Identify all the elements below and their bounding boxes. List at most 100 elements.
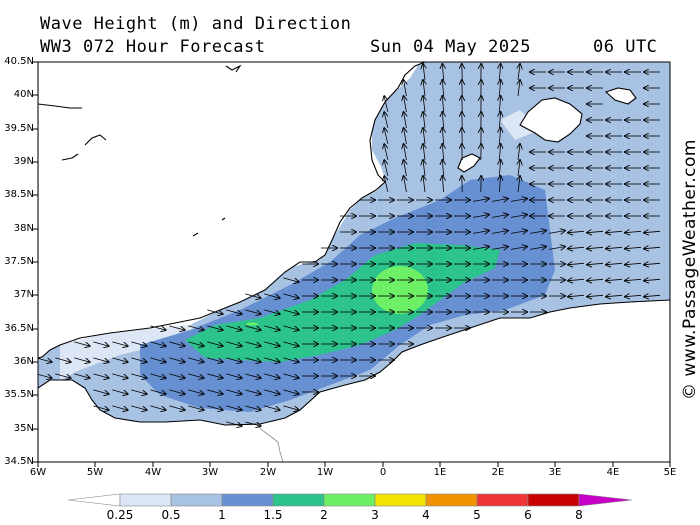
- direction-arrow: [473, 247, 489, 250]
- direction-arrow: [150, 373, 165, 378]
- border-line: [255, 423, 284, 462]
- lon-label: 4E: [606, 467, 620, 478]
- direction-arrow: [499, 80, 500, 97]
- direction-arrow: [549, 247, 565, 250]
- direction-arrow: [442, 128, 443, 145]
- direction-arrow: [245, 309, 260, 314]
- direction-arrow: [245, 293, 260, 298]
- direction-arrow: [226, 325, 241, 330]
- africa-land: [38, 299, 670, 462]
- direction-arrow: [606, 263, 623, 264]
- direction-arrow: [606, 247, 623, 248]
- direction-arrow: [511, 247, 527, 250]
- direction-arrow: [404, 160, 407, 176]
- direction-arrow: [518, 160, 520, 176]
- direction-arrow: [169, 357, 184, 362]
- sea-band-1-5: [185, 243, 500, 362]
- direction-arrow: [384, 96, 388, 112]
- wave-direction-arrows: [38, 64, 661, 426]
- direction-arrow: [207, 389, 222, 394]
- lat-label: 35.5N: [4, 389, 34, 400]
- direction-arrow: [112, 357, 127, 362]
- spain-land: [38, 62, 426, 359]
- legend-label: 5: [473, 508, 481, 522]
- direction-arrow: [384, 176, 388, 192]
- lat-label: 39N: [13, 156, 34, 167]
- direction-arrow: [264, 357, 279, 362]
- sea-band-2: [372, 266, 428, 314]
- direction-arrow: [283, 389, 298, 394]
- direction-arrow: [606, 295, 623, 296]
- direction-arrow: [442, 96, 443, 113]
- direction-arrow: [226, 389, 241, 394]
- direction-arrow: [499, 112, 500, 129]
- direction-arrow: [74, 373, 89, 378]
- direction-arrow: [112, 405, 127, 410]
- direction-arrow: [423, 112, 425, 128]
- direction-arrow: [38, 358, 51, 362]
- direction-arrow: [150, 357, 165, 362]
- direction-arrow: [264, 341, 279, 346]
- mallorca: [519, 97, 583, 143]
- direction-arrow: [499, 144, 500, 161]
- direction-arrow: [283, 277, 298, 282]
- direction-arrow: [207, 309, 222, 314]
- direction-arrow: [131, 389, 146, 394]
- direction-arrow: [530, 231, 546, 234]
- direction-arrow: [384, 160, 388, 176]
- direction-arrow: [511, 215, 527, 218]
- direction-arrow: [499, 128, 500, 145]
- legend-label: 6: [524, 508, 532, 522]
- direction-arrow: [226, 357, 241, 362]
- direction-arrow: [245, 421, 260, 426]
- lat-label: 36.5N: [4, 323, 34, 334]
- direction-arrow: [499, 160, 500, 177]
- direction-arrow: [568, 295, 585, 296]
- direction-arrow: [283, 325, 298, 330]
- lat-label: 38.5N: [4, 189, 34, 200]
- direction-arrow: [283, 373, 298, 378]
- direction-arrow: [207, 373, 222, 378]
- direction-arrow: [74, 341, 89, 346]
- direction-arrow: [283, 293, 298, 298]
- direction-arrow: [55, 373, 70, 378]
- direction-arrow: [264, 373, 279, 378]
- direction-arrow: [518, 144, 520, 160]
- direction-arrow: [188, 373, 203, 378]
- forecast-date: Sun 04 May 2025: [370, 37, 532, 57]
- direction-arrow: [169, 389, 184, 394]
- direction-arrow: [587, 231, 604, 232]
- direction-arrow: [442, 64, 443, 81]
- lon-label: 2E: [491, 467, 505, 478]
- direction-arrow: [442, 176, 443, 193]
- direction-arrow: [499, 176, 500, 193]
- direction-arrow: [473, 215, 489, 218]
- direction-arrow: [264, 325, 279, 330]
- direction-arrow: [423, 128, 425, 144]
- direction-arrow: [93, 405, 108, 410]
- lat-label: 40N: [13, 89, 34, 100]
- direction-arrow: [404, 128, 407, 144]
- direction-arrow: [568, 247, 585, 248]
- direction-arrow: [245, 325, 260, 330]
- direction-arrow: [530, 247, 546, 250]
- direction-arrow: [283, 341, 298, 346]
- direction-arrow: [245, 341, 260, 346]
- direction-arrow: [606, 279, 623, 280]
- direction-arrow: [568, 279, 585, 280]
- direction-arrow: [549, 231, 565, 234]
- direction-arrow: [112, 373, 127, 378]
- direction-arrow: [518, 80, 520, 96]
- direction-arrow: [131, 405, 146, 410]
- lat-label: 34.5N: [4, 456, 34, 467]
- direction-arrow: [207, 341, 222, 346]
- direction-arrow: [644, 247, 661, 248]
- direction-arrow: [442, 80, 443, 97]
- lon-label: 1W: [316, 467, 334, 478]
- forecast-time: 06 UTC: [593, 37, 658, 57]
- direction-arrow: [404, 80, 407, 96]
- direction-arrow: [384, 144, 388, 160]
- direction-arrow: [518, 176, 520, 192]
- legend-label: 0.5: [161, 508, 181, 522]
